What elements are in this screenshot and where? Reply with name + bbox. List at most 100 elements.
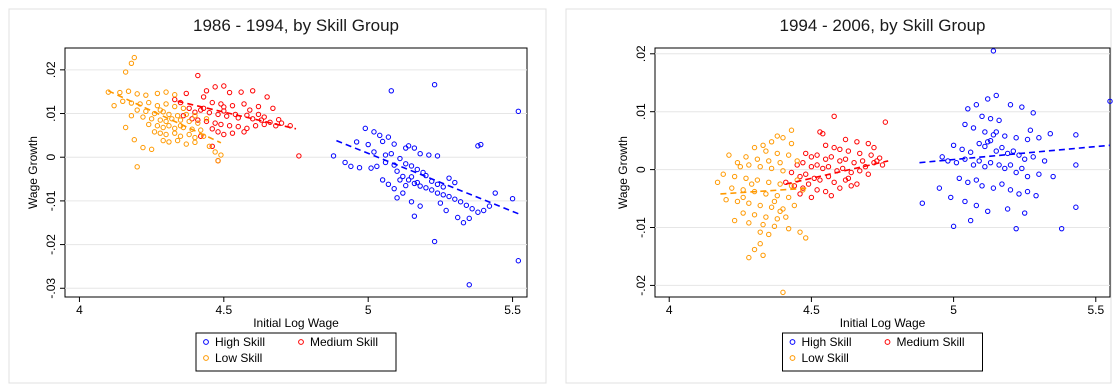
data-point xyxy=(195,72,201,79)
data-point xyxy=(714,179,721,186)
data-point xyxy=(754,177,761,183)
data-point xyxy=(192,139,198,146)
data-point xyxy=(261,114,267,120)
x-tick-label: 4.5 xyxy=(803,303,820,317)
data-point xyxy=(166,123,172,129)
legend-label: Medium Skill xyxy=(897,335,965,349)
data-point xyxy=(146,99,152,106)
data-point xyxy=(734,198,741,205)
data-point xyxy=(215,158,221,164)
chart-1994-2006: 1994 - 2006, by Skill Group -.02 -.01 0 .01.… xyxy=(565,8,1113,384)
data-point xyxy=(743,175,749,181)
data-point xyxy=(403,161,409,167)
data-point xyxy=(394,168,400,174)
data-point xyxy=(278,120,285,126)
data-point xyxy=(1016,191,1022,197)
data-point xyxy=(229,130,236,136)
data-point xyxy=(261,121,267,128)
data-point xyxy=(1004,206,1011,212)
data-point xyxy=(122,124,129,131)
y-tick-label: .02 xyxy=(44,61,58,78)
x-tick-label: 5 xyxy=(950,303,957,317)
data-point xyxy=(218,121,224,128)
data-point xyxy=(391,141,397,147)
data-point xyxy=(400,173,406,180)
data-point xyxy=(221,104,227,110)
data-point xyxy=(1050,173,1056,180)
legend-box xyxy=(782,332,983,372)
data-point xyxy=(814,162,820,168)
data-point xyxy=(264,94,270,100)
data-point xyxy=(865,171,871,177)
data-point xyxy=(948,194,954,201)
data-point xyxy=(417,183,423,189)
y-tick-label: -.01 xyxy=(634,217,648,238)
data-point xyxy=(157,130,163,136)
data-point xyxy=(996,162,1002,168)
data-point xyxy=(788,169,795,176)
data-point xyxy=(371,149,377,155)
data-point xyxy=(987,137,994,144)
data-point xyxy=(979,183,985,189)
data-point xyxy=(226,89,233,96)
data-point xyxy=(180,105,187,111)
data-point xyxy=(788,127,795,133)
data-point xyxy=(751,144,758,151)
data-point xyxy=(1007,102,1014,108)
x-tick-label: 5.5 xyxy=(1087,303,1104,317)
data-point xyxy=(475,143,481,149)
data-point xyxy=(919,200,926,206)
data-point xyxy=(198,127,204,133)
x-tick-label: 4.5 xyxy=(215,303,232,317)
data-point xyxy=(970,125,977,131)
fitted-line xyxy=(720,187,809,195)
data-point xyxy=(238,89,244,95)
data-point xyxy=(774,192,780,199)
data-point xyxy=(414,166,420,173)
x-tick-label: 5.5 xyxy=(504,303,521,317)
data-point xyxy=(128,60,135,66)
data-point xyxy=(379,138,386,145)
data-point xyxy=(131,54,138,61)
data-point xyxy=(837,158,843,164)
data-point xyxy=(509,196,516,202)
data-point xyxy=(195,117,201,123)
legend-marker xyxy=(789,339,796,345)
data-point xyxy=(1024,136,1031,143)
data-point xyxy=(777,159,783,166)
data-point xyxy=(221,131,227,138)
data-point xyxy=(411,213,418,219)
data-point xyxy=(808,154,815,160)
data-point xyxy=(987,115,994,122)
x-tick-label: 5 xyxy=(365,303,372,317)
data-point xyxy=(405,177,412,183)
data-point xyxy=(172,130,178,136)
data-point xyxy=(865,140,871,147)
data-point xyxy=(754,156,761,162)
data-point xyxy=(720,171,726,177)
y-tick-label: 0 xyxy=(634,166,648,173)
data-point xyxy=(763,148,769,154)
data-point xyxy=(125,88,132,94)
data-point xyxy=(342,159,348,166)
x-axis-title: Initial Log Wage xyxy=(840,316,926,330)
data-point xyxy=(177,117,184,123)
data-point xyxy=(492,190,498,196)
data-point xyxy=(936,185,943,191)
y-tick-label: .02 xyxy=(634,45,648,62)
data-point xyxy=(1019,104,1025,110)
legend-marker xyxy=(203,339,209,345)
data-point xyxy=(822,142,829,148)
legend: High Skill Medium Skill Low Skill xyxy=(195,332,397,372)
data-point xyxy=(163,131,169,138)
data-point xyxy=(868,152,874,158)
x-tick-label: 4 xyxy=(666,303,673,317)
data-point xyxy=(748,181,755,187)
data-point xyxy=(808,164,815,170)
data-point xyxy=(993,92,999,99)
data-point xyxy=(774,133,780,139)
data-point xyxy=(209,126,215,132)
data-point xyxy=(275,116,282,123)
data-point xyxy=(206,109,213,116)
y-axis-title: Wage Growth xyxy=(26,136,40,209)
